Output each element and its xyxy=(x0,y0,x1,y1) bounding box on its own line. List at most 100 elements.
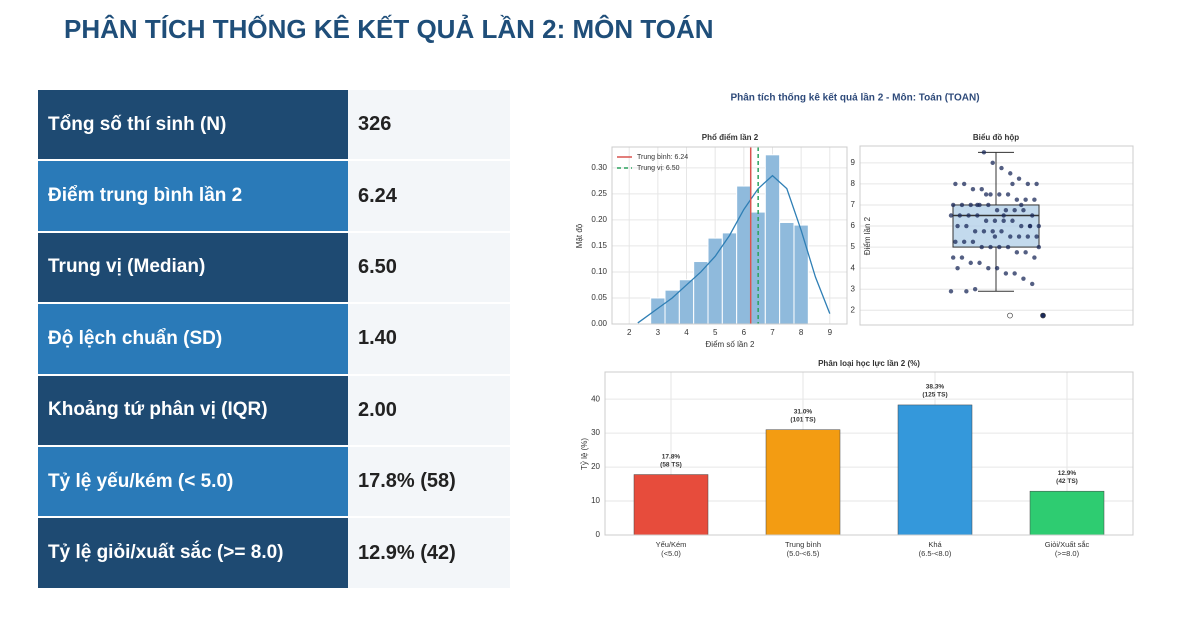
y-axis-label: Điểm lần 2 xyxy=(863,216,872,255)
y-tick-label: 40 xyxy=(591,394,600,403)
count-label: (58 TS) xyxy=(660,461,682,468)
legend-label: Trung bình: 6.24 xyxy=(637,154,688,161)
hist-bar xyxy=(693,261,709,325)
count-label: (125 TS) xyxy=(922,392,947,399)
y-tick-label: 0 xyxy=(596,530,601,539)
strip-point xyxy=(1003,208,1009,213)
bar xyxy=(765,429,841,536)
bar-title: Phân loại học lực lần 2 (%) xyxy=(818,359,920,368)
x-tick-label: 7 xyxy=(770,328,775,337)
strip-point xyxy=(948,213,954,218)
strip-point xyxy=(1016,234,1022,239)
strip-point xyxy=(959,202,965,208)
figure-title: Phân tích thống kê kết quả lần 2 - Môn: … xyxy=(730,92,979,104)
strip-point xyxy=(972,287,978,292)
strip-point xyxy=(1036,223,1042,229)
strip-point xyxy=(1010,181,1015,187)
bar xyxy=(633,474,709,536)
strip-point xyxy=(970,186,976,192)
strip-point xyxy=(968,260,973,266)
stat-value: 6.50 xyxy=(348,231,510,305)
strip-point xyxy=(950,202,956,208)
x-tick-label: 3 xyxy=(656,328,661,337)
x-tick-label: (>=8.0) xyxy=(1055,549,1080,558)
strip-point xyxy=(992,234,998,239)
x-tick-label: Khá xyxy=(928,540,942,549)
strip-point xyxy=(1008,171,1013,176)
y-tick-label: 10 xyxy=(591,496,600,505)
y-tick-label: 30 xyxy=(591,428,600,437)
x-tick-label: Yếu/Kém xyxy=(656,540,687,549)
y-tick-label: 4 xyxy=(851,263,856,272)
value-label: 12.9% xyxy=(1058,470,1077,477)
hist-bar xyxy=(779,221,795,325)
stat-value: 1.40 xyxy=(348,303,510,376)
strip-point xyxy=(1012,271,1017,276)
strip-point xyxy=(1034,181,1039,187)
y-axis-label: Tỷ lệ (%) xyxy=(580,438,589,470)
strip-point xyxy=(992,218,998,223)
x-tick-label: 5 xyxy=(713,328,718,337)
strip-point xyxy=(986,202,991,208)
x-tick-label: (6.5-<8.0) xyxy=(919,549,952,558)
strip-point xyxy=(1014,197,1020,202)
strip-point xyxy=(953,181,958,187)
strip-point xyxy=(1014,250,1020,255)
strip-point xyxy=(957,213,962,218)
strip-point xyxy=(1003,271,1009,276)
strip-point xyxy=(1012,208,1017,213)
strip-point xyxy=(988,244,993,250)
y-tick-label: 20 xyxy=(591,462,600,471)
strip-point xyxy=(1032,197,1037,202)
strip-point xyxy=(1005,192,1011,197)
strip-point xyxy=(1040,312,1046,319)
strip-point xyxy=(1036,244,1042,250)
strip-point xyxy=(983,218,989,223)
strip-point xyxy=(986,265,991,271)
hist-bar xyxy=(736,185,752,325)
page-title: PHÂN TÍCH THỐNG KÊ KẾT QUẢ LẦN 2: MÔN TO… xyxy=(64,14,714,44)
strip-point xyxy=(990,160,995,166)
strip-point xyxy=(1008,234,1013,239)
strip-point xyxy=(1021,276,1026,281)
hist-bar xyxy=(678,279,695,325)
strip-point xyxy=(975,202,980,208)
y-tick-label: 5 xyxy=(851,242,856,251)
strip-point xyxy=(968,202,973,208)
strip-point xyxy=(1023,197,1028,202)
x-axis-label: Điểm số lần 2 xyxy=(706,340,755,349)
stat-label: Tổng số thí sinh (N) xyxy=(38,90,348,162)
y-tick-label: 0.05 xyxy=(591,293,607,302)
x-tick-label: (<5.0) xyxy=(661,549,681,558)
y-tick-label: 0.00 xyxy=(591,319,607,328)
x-tick-label: 9 xyxy=(828,328,833,337)
strip-point xyxy=(1021,208,1026,213)
stats-row: Độ lệch chuẩn (SD) 1.40 xyxy=(38,303,510,376)
strip-point xyxy=(981,229,987,234)
hist-bar xyxy=(721,232,738,325)
y-tick-label: 9 xyxy=(851,158,856,167)
count-label: (42 TS) xyxy=(1056,478,1078,485)
stat-label: Khoảng tứ phân vị (IQR) xyxy=(38,374,348,447)
strip-point xyxy=(953,239,958,245)
strip-point xyxy=(966,213,971,218)
stat-value: 12.9% (42) xyxy=(348,517,510,590)
hist-bar xyxy=(707,237,723,325)
y-tick-label: 0.20 xyxy=(591,215,607,224)
x-tick-label: 2 xyxy=(627,328,632,337)
y-tick-label: 3 xyxy=(851,284,856,293)
strip-point xyxy=(994,265,1000,271)
stats-body: Tổng số thí sinh (N) 326 Điểm trung bình l… xyxy=(38,90,510,590)
y-tick-label: 2 xyxy=(851,305,856,314)
y-tick-label: 0.30 xyxy=(591,163,607,172)
x-tick-label: 4 xyxy=(684,328,689,337)
strip-point xyxy=(1019,202,1024,208)
value-label: 17.8% xyxy=(662,453,681,460)
hist-title: Phổ điểm lần 2 xyxy=(702,133,759,142)
y-tick-label: 8 xyxy=(851,179,856,188)
legend-label: Trung vị: 6.50 xyxy=(637,165,680,172)
stat-label: Tỷ lệ yếu/kém (< 5.0) xyxy=(38,445,348,519)
bar xyxy=(897,404,973,536)
